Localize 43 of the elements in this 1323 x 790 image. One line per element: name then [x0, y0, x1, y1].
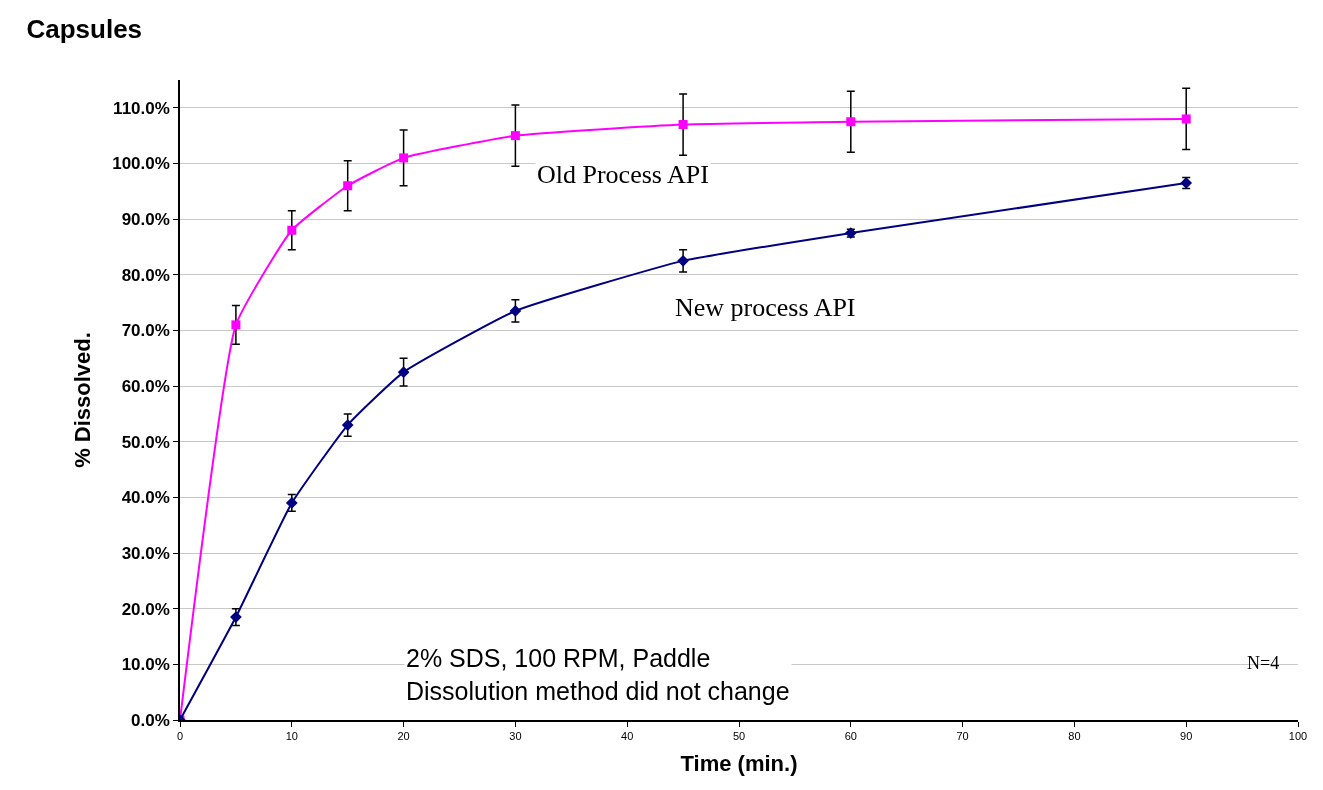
x-tick-label: 60 [844, 729, 857, 742]
x-tick-label: 90 [1180, 729, 1193, 742]
point [846, 117, 856, 127]
point [285, 497, 298, 509]
y-tick-label: 90.0% [121, 210, 170, 230]
point [397, 366, 410, 379]
y-tick-label: 110.0% [113, 98, 170, 118]
x-tick-label: 10 [285, 729, 298, 742]
x-tick-label: 50 [732, 729, 746, 742]
point [510, 131, 520, 141]
y-tick-label: 40.0% [121, 488, 170, 508]
y-tick-label: 30.0% [121, 543, 170, 563]
y-tick-label: 100.0% [112, 154, 170, 174]
y-tick-label: 10.0% [121, 655, 170, 675]
point [509, 305, 522, 317]
x-tick-label: 70 [956, 729, 969, 742]
annotation: N=4 [1247, 653, 1280, 673]
y-tick-label: 60.0% [121, 377, 170, 397]
y-tick-label: 50.0% [121, 432, 170, 452]
point [341, 419, 354, 431]
point [1181, 114, 1191, 124]
annotation: 2% SDS, 100 RPM, Paddle Dissolution method did not change [406, 644, 790, 705]
x-tick-label: 0 [176, 729, 184, 742]
y-axis-title: % Dissolved. [70, 332, 96, 468]
point [399, 153, 409, 163]
x-tick-label: 80 [1068, 729, 1081, 742]
y-tick-label: 70.0% [121, 321, 170, 341]
y-tick-label: 20.0% [121, 599, 170, 619]
y-tick-label: 80.0% [121, 265, 170, 285]
series-label: Old Process API [537, 160, 709, 189]
x-tick-label: 20 [397, 729, 410, 742]
point [677, 255, 689, 267]
point [287, 225, 297, 235]
point [231, 320, 241, 330]
x-axis-title: Time (min.) [680, 751, 798, 777]
y-tick-label: 0.0% [131, 710, 170, 730]
x-tick-label: 30 [509, 729, 522, 742]
x-tick-label: 40 [621, 729, 634, 742]
x-tick-label: 100 [1288, 729, 1308, 742]
point [678, 120, 688, 130]
series-label: New process API [675, 293, 856, 322]
chart-title: Capsules [26, 13, 143, 44]
point [343, 181, 353, 191]
